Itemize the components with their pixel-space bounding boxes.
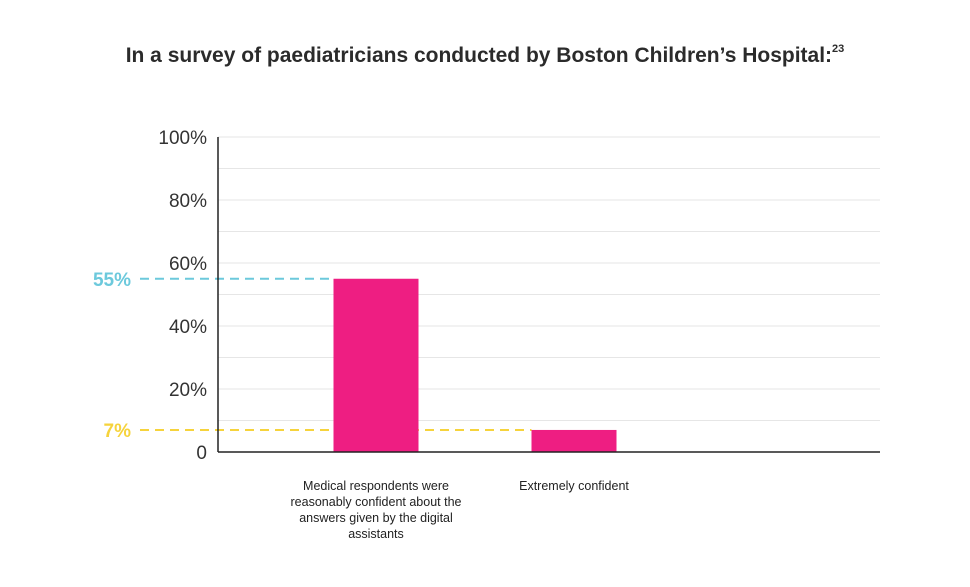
highlight-label: 55% (93, 270, 131, 291)
y-tick-label: 20% (169, 380, 207, 401)
y-tick-label: 60% (169, 254, 207, 275)
footnote-marker: 23 (832, 43, 845, 55)
bar[interactable] (531, 429, 617, 452)
x-category-label: Medical respondents were reasonably conf… (290, 479, 462, 541)
highlight-label: 7% (104, 421, 132, 442)
y-tick-label: 100% (158, 128, 207, 149)
x-category-label: Extremely confident (519, 479, 629, 493)
y-tick-label: 0 (196, 443, 207, 464)
bar[interactable] (333, 278, 419, 452)
y-tick-label: 80% (169, 191, 207, 212)
chart-title-text: In a survey of paediatricians conducted … (125, 44, 833, 67)
y-tick-label: 40% (169, 317, 207, 338)
chart-title: In a survey of paediatricians conducted … (0, 43, 970, 68)
